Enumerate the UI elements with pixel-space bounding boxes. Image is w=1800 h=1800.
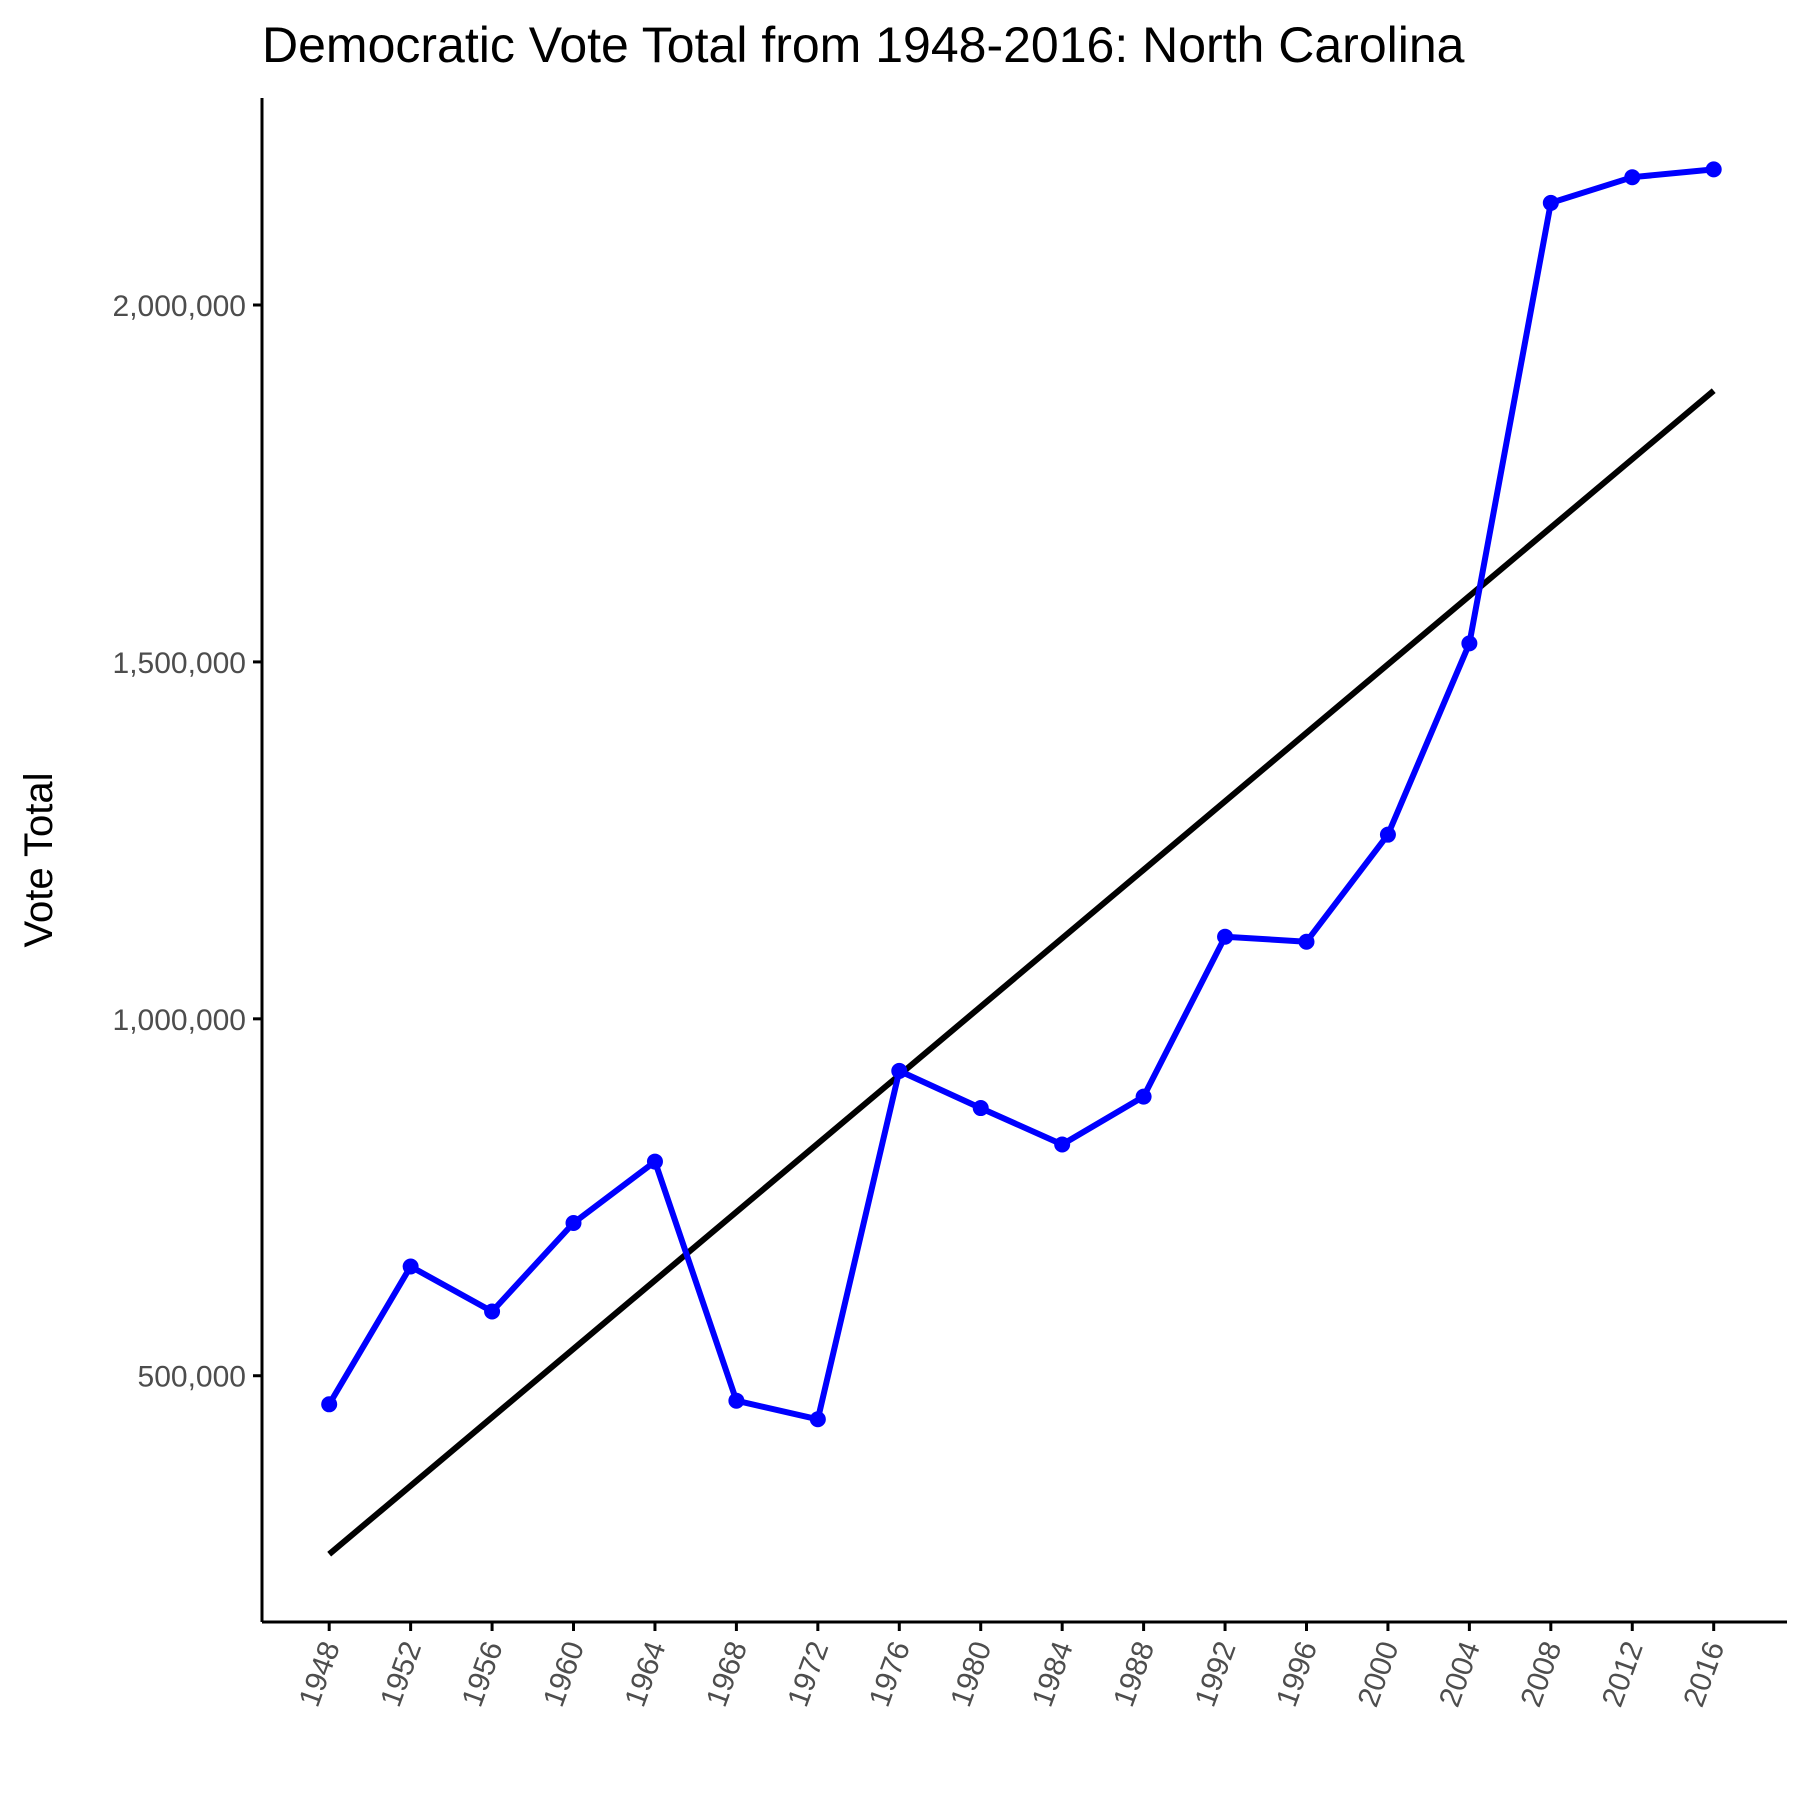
- x-tick-label: 1992: [1189, 1637, 1243, 1711]
- y-tick-label: 2,000,000: [113, 290, 246, 323]
- data-point: [728, 1392, 745, 1409]
- data-point: [809, 1411, 826, 1428]
- x-tick-label: 2016: [1677, 1637, 1731, 1711]
- data-point: [321, 1396, 338, 1413]
- x-tick-label: 1972: [782, 1637, 836, 1711]
- y-tick-label: 1,500,000: [113, 647, 246, 680]
- data-point: [1135, 1088, 1152, 1105]
- chart-title: Democratic Vote Total from 1948-2016: No…: [262, 17, 1465, 73]
- y-tick-label: 500,000: [138, 1361, 246, 1394]
- data-point: [972, 1100, 989, 1117]
- x-tick-label: 2008: [1515, 1637, 1569, 1711]
- x-tick-label: 1976: [863, 1637, 917, 1711]
- data-point: [1054, 1136, 1071, 1153]
- series-line: [326, 166, 1717, 1423]
- data-point: [1298, 933, 1315, 950]
- x-tick-label: 1956: [456, 1637, 510, 1711]
- x-axis-ticks: 1948 1952 1956 1960 1964 1968 1972 1976 1980 1984…: [293, 1622, 1731, 1711]
- trend-line: [327, 388, 1716, 1557]
- x-tick-label: 1996: [1270, 1637, 1324, 1711]
- data-point: [402, 1258, 419, 1275]
- y-axis-title: Vote Total: [17, 773, 61, 948]
- x-tick-label: 2000: [1352, 1637, 1406, 1711]
- x-tick-label: 1948: [293, 1637, 347, 1711]
- x-tick-label: 2004: [1433, 1637, 1487, 1711]
- x-tick-label: 1968: [700, 1637, 754, 1711]
- x-tick-label: 1964: [619, 1637, 673, 1711]
- y-tick-label: 1,000,000: [113, 1004, 246, 1037]
- data-point: [1217, 928, 1234, 945]
- x-tick-label: 2012: [1596, 1637, 1650, 1711]
- y-axis-ticks: 500,000 1,000,000 1,500,000 2,000,000: [113, 290, 262, 1394]
- data-point: [646, 1153, 663, 1170]
- data-point: [1705, 161, 1722, 178]
- x-tick-label: 1960: [537, 1637, 591, 1711]
- x-tick-label: 1952: [374, 1637, 428, 1711]
- data-point: [565, 1214, 582, 1231]
- x-tick-label: 1980: [944, 1637, 998, 1711]
- data-point: [1379, 826, 1396, 843]
- data-point: [1542, 194, 1559, 211]
- trend-line-group: [327, 388, 1716, 1557]
- x-tick-label: 1984: [1026, 1637, 1080, 1711]
- series-group: [321, 161, 1722, 1428]
- data-point: [1624, 169, 1641, 186]
- data-point: [891, 1062, 908, 1079]
- data-point: [1461, 635, 1478, 652]
- x-tick-label: 1988: [1107, 1637, 1161, 1711]
- data-point: [484, 1303, 501, 1320]
